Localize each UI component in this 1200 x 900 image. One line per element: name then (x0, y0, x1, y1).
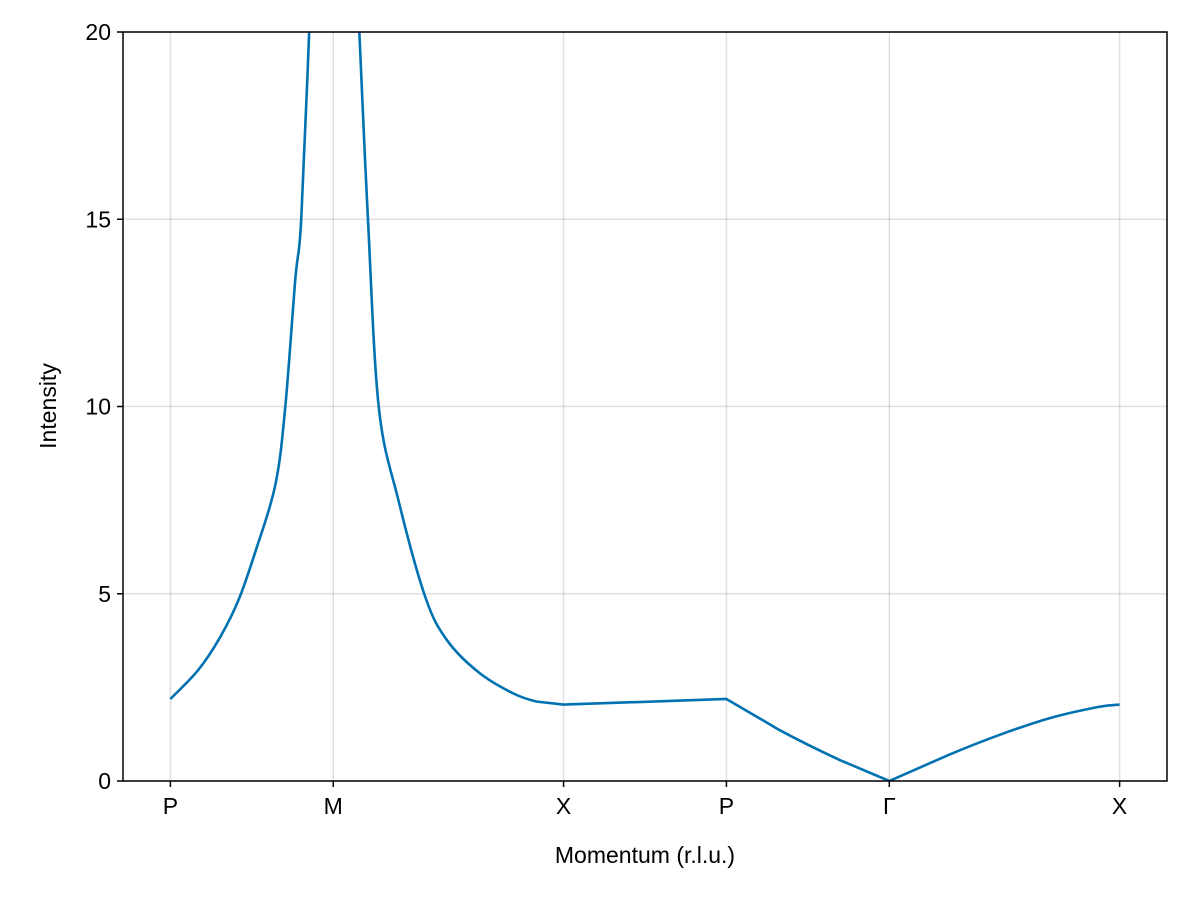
x-tick-label: Γ (883, 793, 896, 819)
x-tick-label: P (719, 793, 734, 819)
x-tick-label: M (324, 793, 343, 819)
y-axis: 0 5 10 15 20 (85, 19, 123, 794)
y-tick-label: 5 (98, 581, 111, 607)
y-tick-label: 10 (85, 394, 111, 420)
y-tick-label: 15 (85, 206, 111, 232)
y-axis-label: Intensity (35, 363, 61, 449)
grid (123, 31, 1167, 782)
intensity-line (169, 32, 1120, 781)
x-axis-label: Momentum (r.l.u.) (555, 842, 735, 868)
x-tick-label: X (556, 793, 571, 819)
series-layer (169, 32, 1120, 781)
x-tick-label: P (163, 793, 178, 819)
y-tick-label: 20 (85, 19, 111, 45)
x-tick-label: X (1112, 793, 1127, 819)
y-tick-label: 0 (98, 768, 111, 794)
